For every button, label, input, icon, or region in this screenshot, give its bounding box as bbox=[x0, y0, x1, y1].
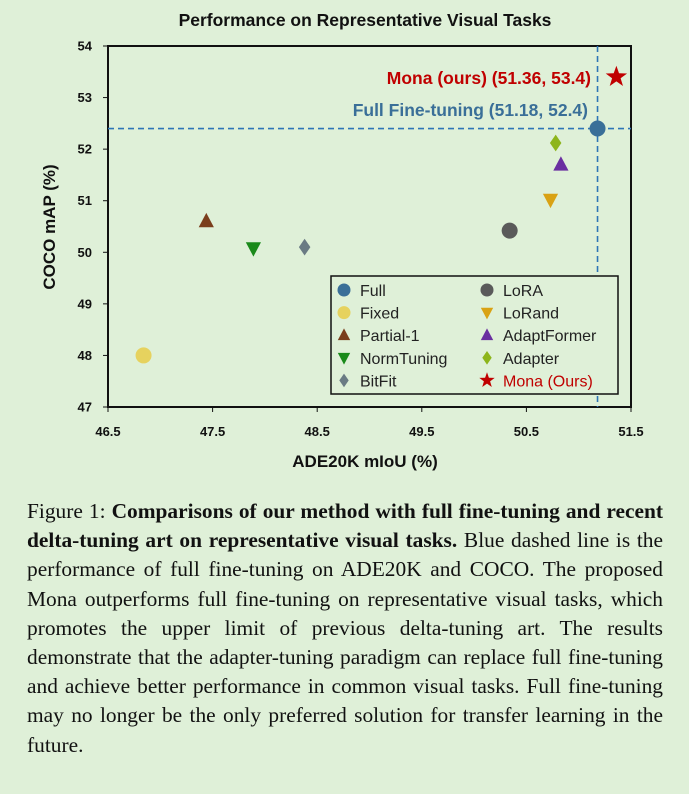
data-point-normtuning bbox=[245, 242, 261, 257]
data-point-lora bbox=[501, 222, 518, 239]
y-tick-label: 52 bbox=[78, 142, 92, 157]
y-axis-label: COCO mAP (%) bbox=[40, 164, 59, 289]
caption-bold: Comparisons of our method with full fine… bbox=[27, 499, 663, 553]
legend-marker bbox=[337, 306, 351, 320]
data-point-lorand bbox=[542, 193, 559, 209]
annotation-full-finetuning: Full Fine-tuning (51.18, 52.4) bbox=[353, 100, 588, 120]
legend-label: LoRand bbox=[503, 306, 559, 323]
legend-label: Mona (Ours) bbox=[503, 373, 593, 390]
plot-area: 46.5 47.5 48.5 49.5 50.5 51.5 47 48 49 50 51 52 53 54… bbox=[78, 39, 644, 440]
x-tick-label: 47.5 bbox=[200, 424, 225, 439]
legend-label: BitFit bbox=[360, 373, 397, 390]
x-tick-label: 51.5 bbox=[618, 424, 643, 439]
y-tick-label: 53 bbox=[78, 90, 92, 105]
plot-frame bbox=[107, 45, 632, 408]
legend-marker bbox=[482, 351, 492, 365]
x-tick-label: 46.5 bbox=[95, 424, 120, 439]
caption-label: Figure 1: bbox=[27, 499, 106, 523]
y-tick-label: 50 bbox=[78, 245, 92, 260]
legend-marker bbox=[337, 352, 351, 365]
x-tick-label: 48.5 bbox=[305, 424, 330, 439]
legend-marker bbox=[480, 328, 494, 341]
legend-marker bbox=[337, 283, 351, 297]
caption-text: Blue dashed line is the performance of f… bbox=[27, 528, 663, 757]
data-point-partial-1 bbox=[198, 212, 214, 228]
data-point-adaptformer bbox=[553, 156, 569, 171]
legend-label: Full bbox=[360, 283, 386, 300]
y-tick-label: 48 bbox=[78, 348, 92, 363]
data-point-full bbox=[589, 120, 606, 137]
y-tick-label: 49 bbox=[78, 296, 92, 311]
legend-label: Adapter bbox=[503, 351, 560, 368]
data-point-bitfit bbox=[298, 238, 311, 256]
figure-caption: Figure 1: Comparisons of our method with… bbox=[27, 497, 663, 760]
legend-label: Fixed bbox=[360, 306, 399, 323]
legend-box bbox=[330, 275, 619, 395]
y-tick-label: 54 bbox=[78, 39, 93, 54]
legend-label: Partial-1 bbox=[360, 328, 420, 345]
legend-label: NormTuning bbox=[360, 351, 447, 368]
x-tick-label: 49.5 bbox=[409, 424, 434, 439]
data-point-adapter bbox=[549, 134, 562, 152]
legend-label: LoRA bbox=[503, 283, 543, 300]
scatter-chart: Performance on Representative Visual Tas… bbox=[40, 10, 644, 471]
y-tick-label: 47 bbox=[78, 400, 92, 415]
data-point-fixed bbox=[135, 347, 152, 364]
data-point-mona-ours bbox=[605, 65, 628, 86]
legend-marker bbox=[480, 283, 494, 297]
legend-marker bbox=[480, 307, 494, 320]
legend-marker bbox=[337, 328, 351, 341]
chart-title: Performance on Representative Visual Tas… bbox=[179, 10, 552, 30]
x-tick-label: 50.5 bbox=[514, 424, 539, 439]
legend-label: AdaptFormer bbox=[503, 328, 597, 345]
y-tick-label: 51 bbox=[78, 193, 92, 208]
x-axis-label: ADE20K mIoU (%) bbox=[292, 452, 437, 471]
legend-marker bbox=[479, 372, 495, 387]
legend-marker bbox=[339, 373, 349, 388]
annotation-mona: Mona (ours) (51.36, 53.4) bbox=[387, 68, 591, 88]
